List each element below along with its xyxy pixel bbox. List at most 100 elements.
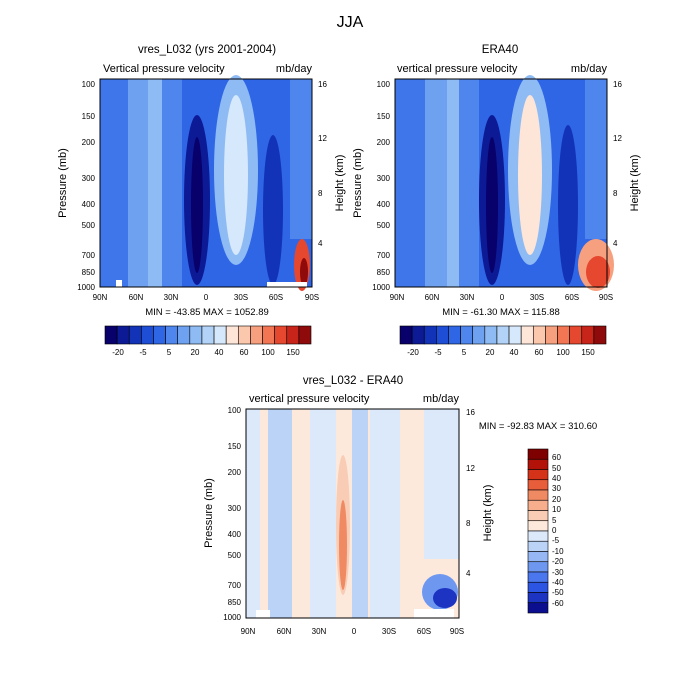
colorbar-label: 150 (286, 348, 300, 357)
y-tick-label: 700 (228, 581, 242, 590)
colorbar-box (165, 325, 179, 345)
y2-tick-label: 12 (318, 134, 327, 143)
field-band (100, 79, 128, 287)
colorbar-label: 0 (552, 526, 557, 535)
colorbar-label: 100 (556, 348, 570, 357)
field-band (162, 79, 182, 287)
x-tick-label: 60N (129, 293, 144, 302)
stats-label: MIN = -92.83 MAX = 310.60 (479, 421, 597, 432)
y-tick-label: 500 (82, 221, 96, 230)
y2-tick-label: 16 (466, 408, 475, 417)
y2-tick-label: 16 (318, 80, 327, 89)
plot-frame (245, 408, 460, 619)
y-tick-label: 300 (377, 174, 391, 183)
colorbar-label: 40 (215, 348, 224, 357)
x-tick-label: 30S (382, 627, 396, 636)
colorbar: -20 -5 5 20 40 60 100 150 (104, 325, 312, 357)
y-tick-label: 150 (228, 442, 242, 451)
colorbar-label: -50 (552, 588, 564, 597)
colorbar-box (116, 325, 130, 345)
figure-title: JJA (337, 14, 364, 31)
topo-mask (256, 610, 270, 618)
x-tick-label: 30N (460, 293, 475, 302)
colorbar-box (153, 325, 166, 345)
x-tick-label: 60N (425, 293, 440, 302)
colorbar-box (527, 489, 549, 501)
colorbar-label: -20 (552, 557, 564, 566)
y2-tick-label: 4 (318, 239, 323, 248)
colorbar-label: 40 (552, 474, 561, 483)
y-tick-label: 200 (377, 138, 391, 147)
colorbar-box (527, 510, 549, 522)
colorbar-box (581, 325, 595, 345)
colorbar-label: 50 (552, 464, 561, 473)
colorbar-boxes (399, 325, 607, 345)
plot-frame (394, 78, 608, 288)
colorbar-box (527, 551, 549, 563)
field-cell (263, 135, 283, 285)
y-axis-label: Pressure (mb) (352, 148, 364, 218)
colorbar-box (250, 325, 263, 345)
y-tick-label: 1000 (223, 613, 241, 622)
field-cell (191, 137, 203, 273)
y-axis-left: Pressure (mb) 100 150 200 300 400 500 70… (203, 406, 242, 622)
colorbar-box (213, 325, 227, 345)
plot-area (394, 75, 614, 291)
y-axis-right: Height (km) 16 12 8 4 (466, 408, 494, 578)
colorbar-label: 20 (486, 348, 495, 357)
panel-model: vres_L032 (yrs 2001-2004) Vertical press… (57, 44, 346, 357)
colorbar-box (274, 325, 288, 345)
x-tick-label: 60S (565, 293, 579, 302)
field-band (148, 79, 162, 287)
y-axis-left: Pressure (mb) 100 150 200 300 400 500 70… (57, 80, 96, 292)
y-tick-label: 100 (82, 80, 96, 89)
colorbar-box (496, 325, 510, 345)
colorbar-box (545, 325, 558, 345)
x-tick-label: 0 (204, 293, 209, 302)
y-axis-right: Height (km) 16 12 8 4 (318, 80, 346, 248)
colorbar-box (527, 479, 549, 491)
y-tick-label: 300 (228, 504, 242, 513)
colorbar-label: 5 (167, 348, 172, 357)
colorbar-label: 20 (191, 348, 200, 357)
colorbar-box (527, 561, 549, 573)
y-tick-label: 200 (82, 138, 96, 147)
colorbar-label: 150 (581, 348, 595, 357)
y-tick-label: 700 (82, 251, 96, 260)
field-band (400, 409, 424, 609)
x-axis: 90N 60N 30N 0 30S 60S 90S (93, 293, 319, 302)
field-cell (486, 137, 498, 273)
panel-left-label: Vertical pressure velocity (103, 63, 225, 75)
y-axis-label: Pressure (mb) (57, 148, 69, 218)
colorbar-label: 60 (535, 348, 544, 357)
colorbar-label: -20 (112, 348, 124, 357)
colorbar-box (460, 325, 474, 345)
y-axis-left: Pressure (mb) 100 150 200 300 400 500 70… (352, 80, 391, 292)
x-tick-label: 0 (500, 293, 505, 302)
y-tick-label: 200 (228, 468, 242, 477)
colorbar-label: -5 (139, 348, 147, 357)
y2-tick-label: 4 (466, 569, 471, 578)
x-tick-label: 60N (277, 627, 292, 636)
field-band (352, 409, 368, 618)
y2-tick-label: 4 (613, 239, 618, 248)
colorbar-box (177, 325, 191, 345)
plot-frame (99, 78, 313, 288)
y2-tick-label: 16 (613, 80, 622, 89)
y-tick-label: 850 (377, 268, 391, 277)
colorbar-box (128, 325, 142, 345)
stats-label: MIN = -61.30 MAX = 115.88 (442, 307, 560, 318)
field-band (370, 409, 400, 618)
colorbar-box (104, 325, 118, 345)
x-tick-label: 90N (241, 627, 256, 636)
colorbar-box (201, 325, 215, 345)
panel-era40: ERA40 vertical pressure velocity mb/day … (352, 44, 641, 357)
stats-label: MIN = -43.85 MAX = 1052.89 (145, 307, 269, 318)
colorbar-box (557, 325, 570, 345)
x-axis: 90N 60N 30N 0 30S 60S 90S (390, 293, 613, 302)
x-axis: 90N 60N 30N 0 30S 60S 90S (241, 627, 464, 636)
field-cell (300, 258, 308, 286)
colorbar-label: 60 (552, 453, 561, 462)
colorbar-box (527, 530, 549, 542)
plot-area (99, 75, 313, 291)
